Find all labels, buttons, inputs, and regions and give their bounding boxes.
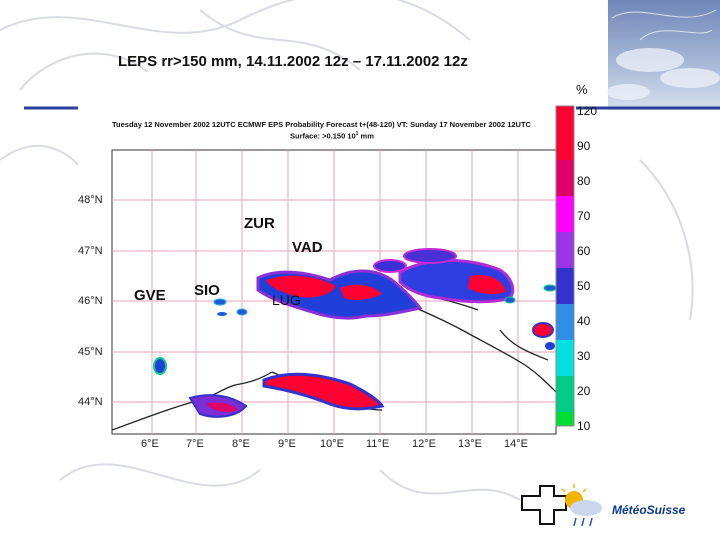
lon-label-14: 14°E (504, 438, 528, 450)
forecast-subheader-unit: mm (358, 131, 374, 141)
city-label-gve: GVE (134, 287, 166, 304)
lat-label-44: 44°N (78, 396, 103, 408)
lon-label-9: 9°E (278, 438, 296, 450)
slide-title: LEPS rr>150 mm, 14.11.2002 12z – 17.11.2… (118, 53, 468, 70)
lat-label-47: 47°N (78, 245, 103, 257)
colorbar-tick-90: 90 (577, 139, 591, 153)
decorative-swirls (0, 0, 694, 501)
lon-label-12: 12°E (412, 438, 436, 450)
lat-label-48: 48°N (78, 194, 103, 206)
city-label-vad: VAD (292, 239, 323, 256)
lon-label-13: 13°E (458, 438, 482, 450)
colorbar-tick-20: 20 (577, 384, 591, 398)
lon-label-11: 11°E (366, 438, 390, 450)
city-label-zur: ZUR (244, 215, 275, 232)
colorbar-tick-10: 10 (577, 419, 591, 433)
colorbar-tick-120: 120 (577, 104, 598, 118)
meteosuisse-logo-graphic (521, 484, 602, 527)
cloud-shapes (606, 48, 720, 100)
colorbar (555, 105, 575, 427)
city-label-lug: LUG (272, 292, 301, 308)
forecast-header: Tuesday 12 November 2002 12UTC ECMWF EPS… (112, 120, 531, 129)
colorbar-tick-70: 70 (577, 209, 591, 223)
probability-areas (153, 248, 557, 418)
lon-label-8: 8°E (232, 438, 250, 450)
colorbar-tick-30: 30 (577, 349, 591, 363)
city-label-sio: SIO (194, 282, 220, 299)
colorbar-tick-80: 80 (577, 174, 591, 188)
lon-label-7: 7°E (186, 438, 204, 450)
forecast-subheader-text: Surface: >0.150 10 (290, 131, 356, 141)
lat-label-46: 46°N (78, 295, 103, 307)
lat-label-45: 45°N (78, 346, 103, 358)
colorbar-unit: % (576, 82, 588, 97)
forecast-subheader: Surface: >0.150 101 mm (290, 131, 374, 141)
colorbar-tick-40: 40 (577, 314, 591, 328)
colorbar-tick-50: 50 (577, 279, 591, 293)
meteosuisse-logo-text: MétéoSuisse (612, 503, 686, 517)
lon-label-6: 6°E (141, 438, 159, 450)
colorbar-tick-60: 60 (577, 244, 591, 258)
forecast-subheader-exponent: 1 (355, 131, 359, 137)
lon-label-10: 10°E (320, 438, 344, 450)
